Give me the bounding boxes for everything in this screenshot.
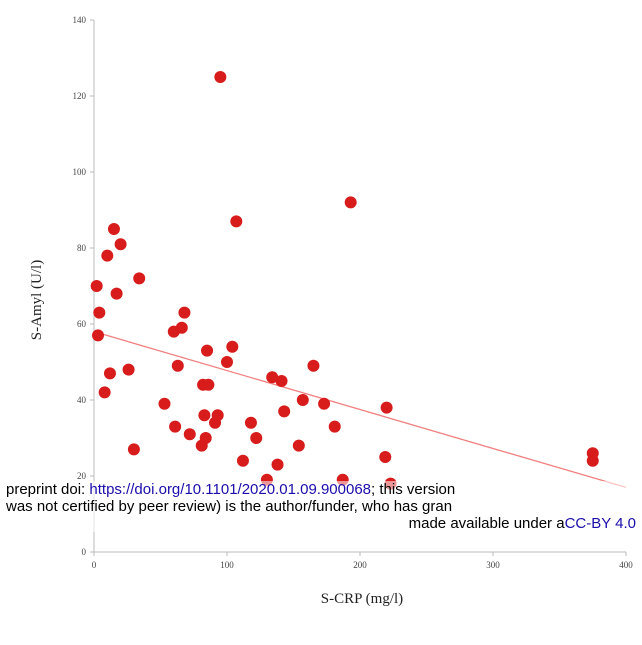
data-point bbox=[236, 454, 249, 467]
data-point bbox=[271, 458, 284, 471]
data-point bbox=[318, 397, 331, 410]
y-tick-label: 80 bbox=[77, 243, 87, 253]
y-tick-label: 140 bbox=[73, 15, 87, 25]
data-point bbox=[199, 432, 212, 444]
data-point bbox=[110, 287, 123, 300]
data-point bbox=[296, 394, 309, 406]
data-point bbox=[198, 409, 211, 422]
data-point bbox=[214, 71, 227, 83]
data-point bbox=[171, 359, 184, 372]
data-point bbox=[586, 447, 599, 460]
doi-suffix: ; this version bbox=[371, 481, 456, 498]
x-axis-title: S-CRP (mg/l) bbox=[321, 591, 403, 607]
data-point bbox=[93, 306, 106, 319]
data-point bbox=[107, 223, 120, 235]
data-point bbox=[230, 215, 243, 228]
data-point bbox=[98, 386, 111, 399]
data-point bbox=[244, 416, 257, 429]
license-link[interactable]: CC-BY 4.0 bbox=[564, 515, 636, 532]
data-point bbox=[250, 432, 263, 444]
data-point bbox=[266, 371, 279, 384]
data-point bbox=[379, 451, 392, 463]
y-tick-label: 0 bbox=[82, 547, 87, 557]
data-point bbox=[175, 321, 188, 334]
data-point bbox=[292, 439, 305, 452]
data-point bbox=[221, 356, 233, 368]
y-tick-label: 20 bbox=[77, 471, 87, 481]
x-tick-label: 400 bbox=[619, 560, 633, 570]
y-tick-label: 100 bbox=[73, 167, 87, 177]
axes: 0 100 200 300 400 0 20 40 60 80 100 120 140 bbox=[73, 15, 634, 570]
y-axis-title: S-Amyl (U/l) bbox=[29, 260, 45, 340]
doi-link[interactable]: https://doi.org/10.1101/2020.01.09.90006… bbox=[89, 481, 372, 498]
trend-line bbox=[93, 330, 627, 489]
data-point bbox=[201, 344, 214, 357]
data-point bbox=[114, 238, 127, 251]
y-tick-label: 60 bbox=[77, 319, 87, 329]
data-point bbox=[278, 405, 291, 418]
data-point bbox=[101, 249, 114, 262]
data-point bbox=[90, 280, 103, 292]
data-point bbox=[307, 359, 320, 372]
data-point bbox=[328, 420, 341, 433]
license-prefix: made available under a bbox=[408, 515, 565, 532]
trendline-group bbox=[93, 330, 627, 489]
data-point bbox=[103, 367, 116, 380]
data-point bbox=[202, 378, 215, 391]
data-point bbox=[127, 443, 140, 456]
y-tick-label: 120 bbox=[73, 91, 87, 101]
data-point bbox=[178, 306, 191, 319]
data-point bbox=[169, 420, 182, 433]
data-point bbox=[380, 401, 393, 414]
data-points bbox=[90, 71, 599, 490]
y-tick-label: 40 bbox=[77, 395, 87, 405]
x-tick-label: 200 bbox=[353, 560, 367, 570]
x-tick-label: 0 bbox=[92, 560, 97, 570]
data-point bbox=[226, 340, 239, 353]
data-point bbox=[344, 196, 357, 209]
data-point bbox=[133, 272, 146, 285]
x-tick-label: 100 bbox=[220, 560, 234, 570]
x-tick-label: 300 bbox=[486, 560, 500, 570]
data-point bbox=[275, 375, 288, 387]
doi-prefix: preprint doi: bbox=[6, 481, 90, 498]
data-point bbox=[211, 409, 224, 422]
preprint-doi-line: preprint doi: https://doi.org/10.1101/20… bbox=[6, 481, 642, 498]
data-point bbox=[183, 428, 196, 441]
peer-review-line: was not certified by peer review) is the… bbox=[6, 498, 642, 515]
data-point bbox=[122, 363, 135, 376]
data-point bbox=[91, 329, 104, 342]
license-line: made available under aCC-BY 4.0 bbox=[0, 515, 636, 532]
data-point bbox=[158, 397, 171, 410]
